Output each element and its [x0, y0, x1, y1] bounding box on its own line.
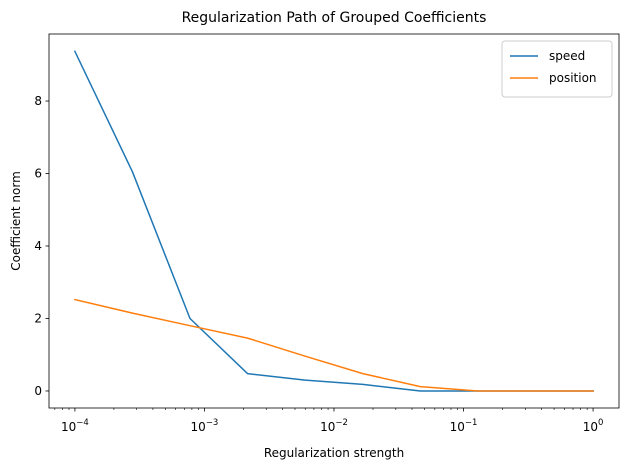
legend-frame [501, 40, 613, 98]
legend-label-speed: speed [549, 49, 585, 63]
y-tick-label: 4 [34, 239, 42, 253]
y-tick-label: 2 [34, 311, 42, 325]
y-tick-label: 0 [34, 384, 42, 398]
chart-title: Regularization Path of Grouped Coefficie… [182, 10, 487, 26]
y-tick-label: 6 [34, 167, 42, 181]
x-tick-label: 10−2 [320, 418, 348, 434]
y-tick-label: 8 [34, 94, 42, 108]
legend: speed position [501, 40, 613, 98]
x-tick-label: 10−3 [191, 418, 219, 434]
y-axis-label: Coefficient norm [9, 171, 23, 271]
legend-label-position: position [549, 71, 597, 85]
plot-area: 10−4 10−3 10−2 10−1 100 0 2 4 6 8 speed position [34, 33, 620, 434]
x-tick-label: 10−4 [61, 418, 89, 434]
series-line-speed [73, 50, 594, 392]
x-tick-label: 100 [583, 418, 604, 434]
x-tick-label: 10−1 [450, 418, 478, 434]
series-line-position [73, 298, 594, 392]
x-axis-label: Regularization strength [264, 446, 404, 460]
